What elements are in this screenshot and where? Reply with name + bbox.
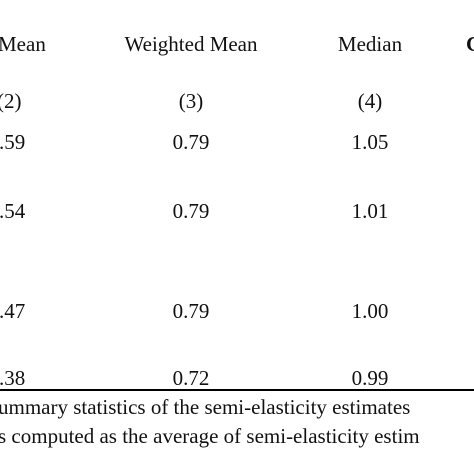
table-note-line-2: s computed as the average of semi-elasti… — [0, 424, 420, 448]
table-row-3-col4: 1.00 — [351, 299, 389, 323]
table-row-2-col3: 0.79 — [172, 199, 210, 223]
table-row-4-col3: 0.72 — [172, 366, 210, 390]
table-row-2-col4: 1.01 — [351, 199, 389, 223]
header-mean: Mean — [0, 32, 46, 56]
table-note-line-1: ummary statistics of the semi-elasticity… — [0, 395, 411, 419]
table-row-4-col4: 0.99 — [351, 366, 389, 390]
header-weighted-mean: Weighted Mean — [124, 32, 258, 56]
table-row-3-col3: 0.79 — [172, 299, 210, 323]
table-row-4-col2: .38 — [0, 366, 26, 390]
table-row-3-col2: .47 — [0, 299, 26, 323]
table-row-1-col3: 0.79 — [172, 130, 210, 154]
header-median: Median — [337, 32, 403, 56]
colnum-2: (2) — [0, 89, 22, 113]
colnum-4: (4) — [357, 89, 383, 113]
colnum-3: (3) — [178, 89, 204, 113]
table-bottom-rule — [0, 389, 474, 391]
header-col5-partial: C — [466, 32, 474, 56]
table-row-2-col2: .54 — [0, 199, 26, 223]
table-row-1-col2: .59 — [0, 130, 26, 154]
table-row-1-col4: 1.05 — [351, 130, 389, 154]
